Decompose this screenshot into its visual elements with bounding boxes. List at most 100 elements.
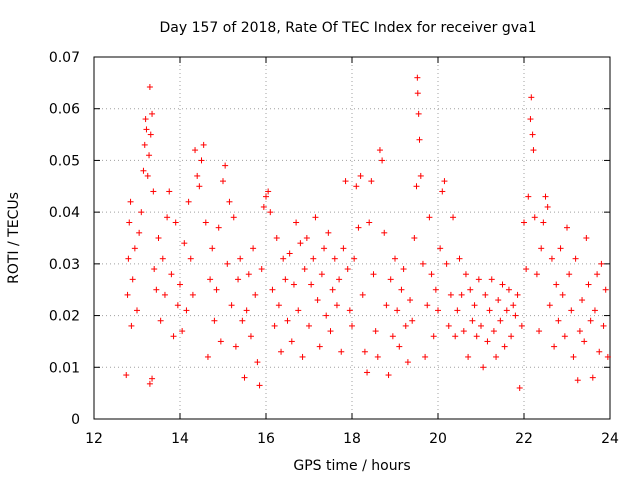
data-point bbox=[555, 317, 562, 324]
data-point bbox=[368, 178, 375, 185]
data-point bbox=[149, 110, 156, 117]
data-point bbox=[303, 235, 310, 241]
data-point bbox=[385, 372, 392, 379]
data-point bbox=[521, 219, 527, 226]
data-point bbox=[340, 245, 347, 252]
data-point bbox=[269, 286, 276, 293]
data-point bbox=[232, 343, 239, 350]
grid bbox=[94, 57, 610, 419]
data-point bbox=[370, 271, 377, 278]
data-point bbox=[435, 307, 441, 314]
data-point bbox=[282, 276, 289, 283]
data-point bbox=[123, 372, 130, 379]
data-point bbox=[454, 307, 461, 314]
data-point bbox=[280, 255, 287, 262]
data-point bbox=[409, 317, 416, 324]
data-point bbox=[394, 307, 401, 314]
data-point bbox=[224, 260, 231, 267]
data-point bbox=[533, 271, 540, 278]
data-point bbox=[596, 348, 603, 355]
data-point bbox=[306, 322, 312, 329]
data-point bbox=[488, 276, 495, 283]
data-point bbox=[482, 291, 489, 298]
data-point bbox=[587, 317, 594, 324]
data-point bbox=[364, 369, 371, 376]
data-point bbox=[417, 172, 424, 179]
y-tick-label: 0.07 bbox=[49, 50, 80, 66]
data-point bbox=[568, 307, 575, 314]
data-point bbox=[379, 157, 386, 164]
data-point bbox=[353, 183, 360, 190]
data-point bbox=[413, 183, 420, 190]
data-point bbox=[252, 291, 259, 298]
data-point bbox=[159, 255, 166, 262]
data-point bbox=[128, 322, 135, 329]
data-point bbox=[366, 219, 373, 226]
data-point bbox=[237, 255, 244, 262]
data-point bbox=[471, 302, 478, 309]
data-point bbox=[155, 235, 162, 241]
data-point bbox=[600, 322, 607, 329]
data-point bbox=[551, 343, 558, 350]
data-point bbox=[301, 266, 308, 273]
data-point bbox=[147, 131, 154, 138]
data-point bbox=[204, 353, 211, 360]
data-point bbox=[183, 307, 190, 314]
data-point bbox=[414, 74, 421, 81]
data-point bbox=[200, 141, 207, 148]
data-point bbox=[414, 90, 421, 97]
data-point bbox=[428, 271, 435, 278]
data-point bbox=[295, 307, 302, 314]
data-point bbox=[174, 302, 181, 309]
data-point bbox=[349, 322, 355, 329]
data-point bbox=[493, 353, 500, 360]
data-point bbox=[344, 266, 351, 273]
y-tick-label: 0.04 bbox=[49, 205, 80, 221]
data-point bbox=[325, 229, 332, 236]
data-point bbox=[422, 353, 429, 360]
data-point bbox=[293, 219, 300, 226]
data-point bbox=[548, 255, 555, 262]
data-point bbox=[153, 286, 160, 293]
data-point bbox=[213, 286, 220, 293]
data-point bbox=[126, 219, 133, 226]
data-point bbox=[499, 281, 506, 288]
y-tick-label: 0.01 bbox=[49, 360, 80, 376]
data-point bbox=[146, 83, 153, 90]
data-point bbox=[342, 178, 349, 185]
data-point bbox=[484, 338, 491, 345]
data-point bbox=[131, 245, 138, 252]
data-point bbox=[271, 322, 278, 329]
data-point bbox=[452, 333, 459, 340]
data-point bbox=[581, 338, 588, 345]
data-point bbox=[450, 214, 457, 221]
data-point bbox=[559, 291, 566, 298]
y-tick-label: 0.06 bbox=[49, 102, 80, 118]
data-point bbox=[512, 312, 519, 319]
data-point bbox=[516, 384, 523, 391]
data-point bbox=[572, 255, 579, 262]
data-point bbox=[278, 348, 285, 355]
data-point bbox=[196, 183, 203, 190]
data-point bbox=[439, 188, 446, 195]
data-point bbox=[583, 235, 590, 241]
data-point bbox=[540, 219, 547, 226]
x-tick-label: 18 bbox=[343, 431, 361, 447]
data-point bbox=[146, 380, 153, 387]
data-point bbox=[263, 193, 269, 200]
chart-title: Day 157 of 2018, Rate Of TEC Index for r… bbox=[159, 20, 536, 36]
data-point bbox=[127, 198, 134, 205]
data-point bbox=[241, 374, 248, 381]
data-point bbox=[351, 255, 358, 262]
data-point bbox=[359, 291, 366, 298]
data-point bbox=[579, 297, 586, 304]
data-point bbox=[172, 219, 179, 226]
x-axis: 12 14 16 18 20 22 24 bbox=[85, 57, 619, 447]
data-point bbox=[170, 333, 177, 340]
data-point bbox=[230, 214, 237, 221]
data-point bbox=[432, 286, 439, 293]
data-point bbox=[536, 328, 543, 335]
data-point bbox=[505, 286, 512, 293]
data-point bbox=[134, 307, 140, 314]
